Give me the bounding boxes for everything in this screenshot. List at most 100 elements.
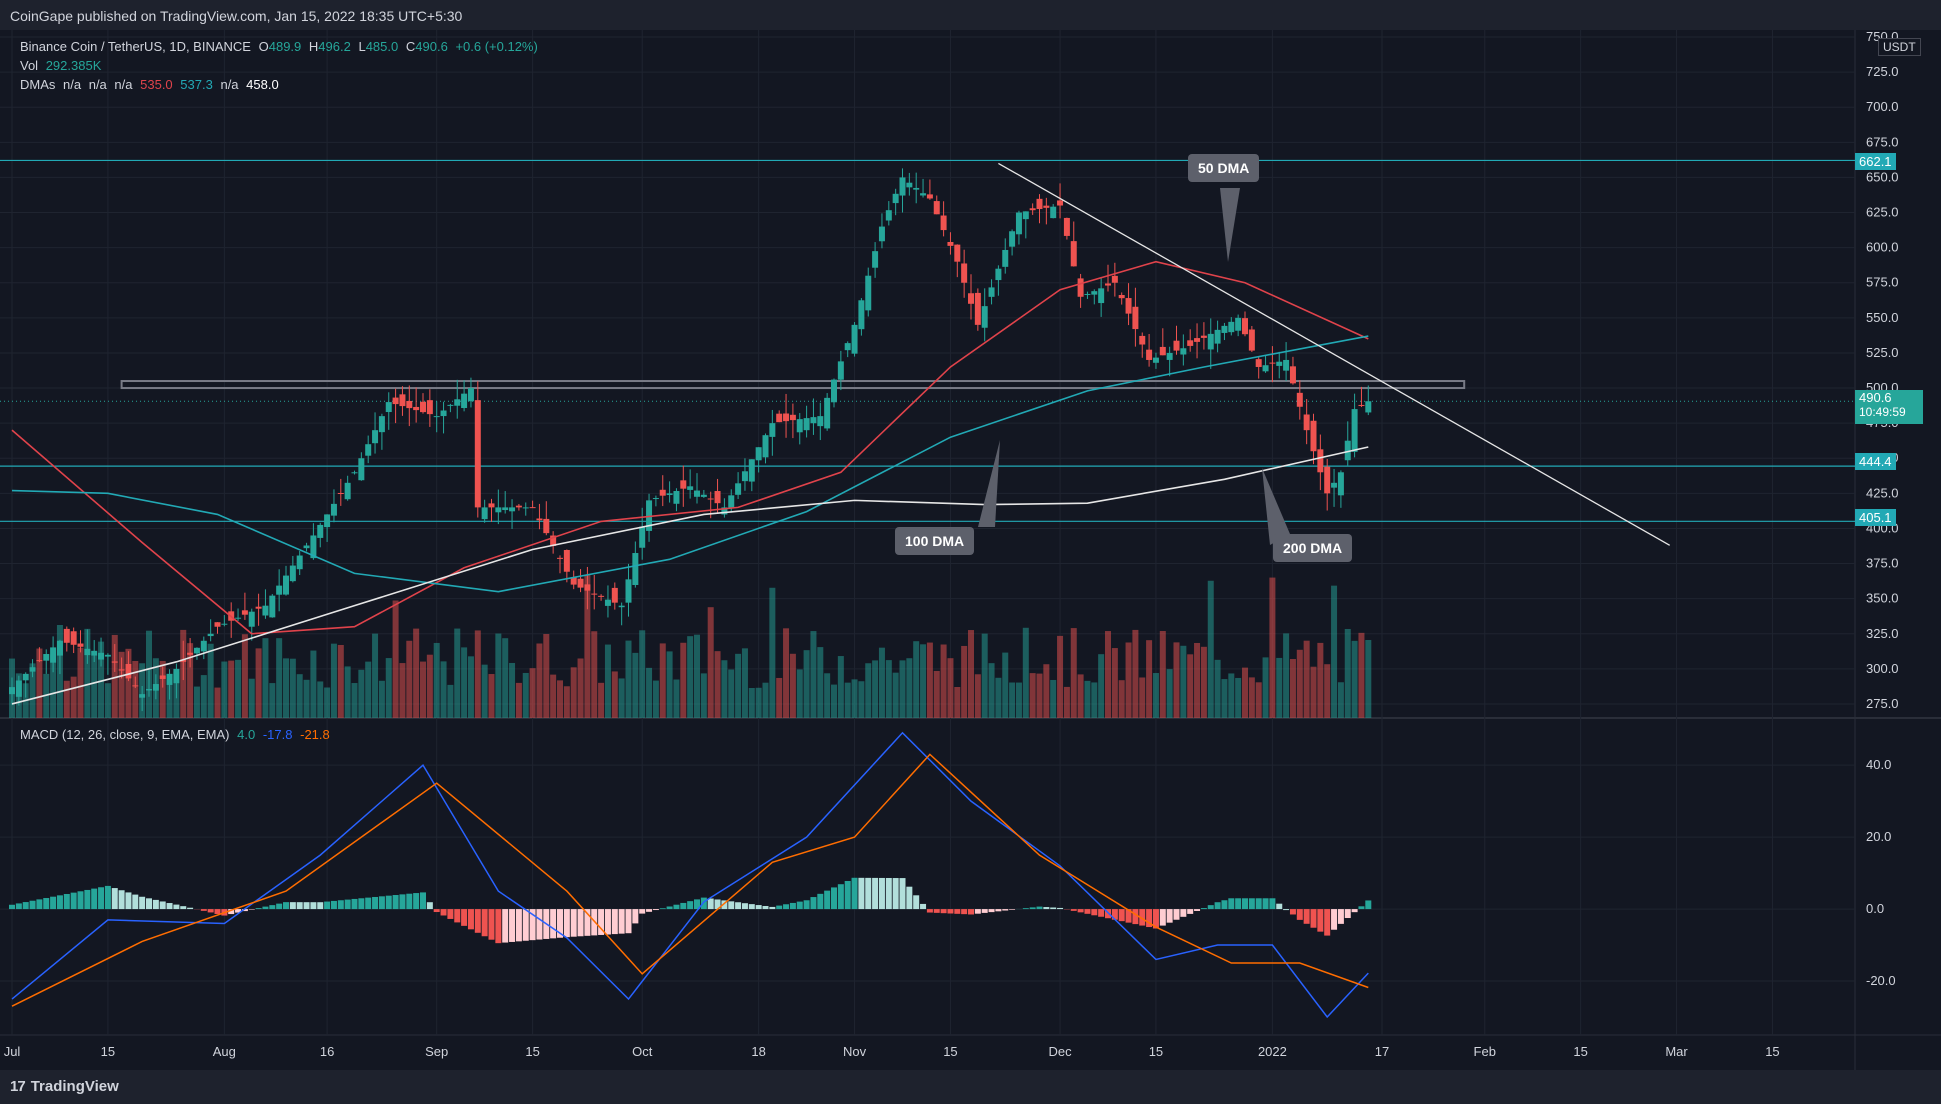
- candle-body: [1194, 338, 1201, 342]
- volume-bar: [783, 628, 790, 718]
- macd-histogram-bar: [557, 909, 563, 938]
- volume-bar: [317, 681, 324, 718]
- candle-body: [1009, 231, 1016, 247]
- currency-label[interactable]: USDT: [1878, 38, 1921, 56]
- macd-tick-label: -20.0: [1866, 973, 1896, 988]
- macd-histogram-bar: [618, 909, 625, 934]
- candle-body: [981, 306, 988, 328]
- volume-bar: [221, 661, 228, 718]
- candle-body: [550, 535, 557, 546]
- macd-histogram-bar: [522, 909, 529, 941]
- candle-body: [255, 606, 262, 609]
- macd-histogram-bar: [324, 901, 331, 910]
- candle-body: [146, 689, 152, 691]
- candle-body: [913, 187, 920, 190]
- macd-histogram-bar: [611, 909, 618, 935]
- volume-bar: [543, 633, 550, 718]
- signal-line: [11, 753, 1369, 1007]
- time-tick-label: 15: [943, 1044, 957, 1059]
- volume-bar: [687, 636, 694, 718]
- macd-histogram-bar: [776, 905, 783, 910]
- macd-histogram-bar: [1242, 898, 1248, 910]
- current-price-badge: 490.6 10:49:59: [1855, 390, 1923, 424]
- volume-bar: [878, 647, 885, 718]
- change-value: +0.6 (+0.12%): [455, 39, 538, 54]
- volume-bar: [831, 684, 837, 718]
- macd-histogram-bar: [1283, 909, 1290, 911]
- macd-histogram-bar: [200, 909, 207, 911]
- candle-body: [687, 486, 694, 490]
- volume-bar: [1235, 677, 1242, 718]
- price-tick-label: 275.0: [1866, 696, 1899, 711]
- time-tick-label: 16: [320, 1044, 334, 1059]
- candle-body: [557, 557, 563, 559]
- volume-bar: [262, 638, 269, 718]
- volume-bar: [1077, 674, 1084, 718]
- dma-na-value: n/a: [63, 77, 82, 92]
- symbol-legend[interactable]: Binance Coin / TetherUS, 1D, BINANCE O48…: [20, 39, 542, 54]
- candle-body: [372, 430, 379, 444]
- candle-body: [1043, 205, 1050, 208]
- volume-bar: [426, 654, 433, 718]
- candle-body: [974, 292, 981, 325]
- time-tick-label: Aug: [213, 1044, 236, 1059]
- macd-histogram-bar: [488, 909, 495, 940]
- volume-bar: [296, 674, 303, 718]
- macd-histogram-bar: [858, 877, 865, 910]
- candle-body: [1207, 333, 1214, 350]
- macd-histogram-bar: [1036, 906, 1043, 910]
- macd-histogram-bar: [1166, 909, 1173, 923]
- time-tick-label: 2022: [1258, 1044, 1287, 1059]
- volume-legend[interactable]: Vol 292.385K: [20, 58, 105, 73]
- macd-histogram-bar: [1303, 909, 1310, 924]
- candle-body: [502, 507, 509, 511]
- volume-bar: [1262, 657, 1269, 718]
- volume-bar: [461, 647, 468, 718]
- macd-histogram-bar: [235, 909, 242, 913]
- tradingview-logo[interactable]: 17 TradingView: [10, 1078, 119, 1095]
- macd-histogram-bar: [289, 902, 296, 910]
- candle-body: [98, 652, 105, 660]
- volume-bar: [29, 663, 36, 718]
- macd-histogram-bar: [1091, 909, 1098, 916]
- macd-histogram-bar: [968, 909, 974, 915]
- candle-body: [91, 650, 98, 656]
- candle-body: [1262, 365, 1269, 372]
- dma-legend[interactable]: DMAs n/a n/a n/a 535.0 537.3 n/a 458.0: [20, 77, 283, 92]
- time-tick-label: Mar: [1665, 1044, 1688, 1059]
- macd-histogram-bar: [899, 878, 906, 910]
- volume-bar: [509, 662, 516, 718]
- candle-body: [851, 324, 858, 354]
- candle-body: [77, 643, 84, 647]
- candle-body: [269, 595, 276, 618]
- volume-bar: [385, 658, 392, 718]
- volume-bar: [995, 677, 1002, 718]
- macd-histogram-bar: [632, 909, 639, 924]
- volume-bar: [865, 663, 872, 718]
- volume-bar: [413, 628, 420, 718]
- volume-bar: [1337, 682, 1344, 718]
- candle-body: [824, 397, 831, 429]
- candle-body: [652, 498, 659, 500]
- open-value: 489.9: [268, 39, 302, 54]
- macd-histogram-bar: [159, 901, 166, 910]
- volume-bar: [652, 680, 659, 718]
- volume-bar: [913, 641, 920, 718]
- time-tick-label: Dec: [1048, 1044, 1072, 1059]
- volume-bar: [1166, 669, 1173, 718]
- macd-histogram-bar: [461, 909, 468, 926]
- dma200-callout-pointer: [1262, 468, 1290, 545]
- macd-legend[interactable]: MACD (12, 26, close, 9, EMA, EMA) 4.0 -1…: [20, 727, 334, 742]
- dma-na-value: n/a: [114, 77, 133, 92]
- volume-bar: [1173, 642, 1180, 718]
- volume-bar: [557, 680, 563, 718]
- candle-body: [111, 661, 118, 663]
- time-tick-label: Sep: [425, 1044, 448, 1059]
- macd-histogram-bar: [947, 909, 954, 914]
- macd-label: MACD (12, 26, close, 9, EMA, EMA): [20, 727, 230, 742]
- candle-body: [15, 680, 22, 697]
- macd-histogram-bar: [789, 902, 796, 910]
- volume-bar: [358, 669, 365, 718]
- volume-bar: [858, 681, 865, 718]
